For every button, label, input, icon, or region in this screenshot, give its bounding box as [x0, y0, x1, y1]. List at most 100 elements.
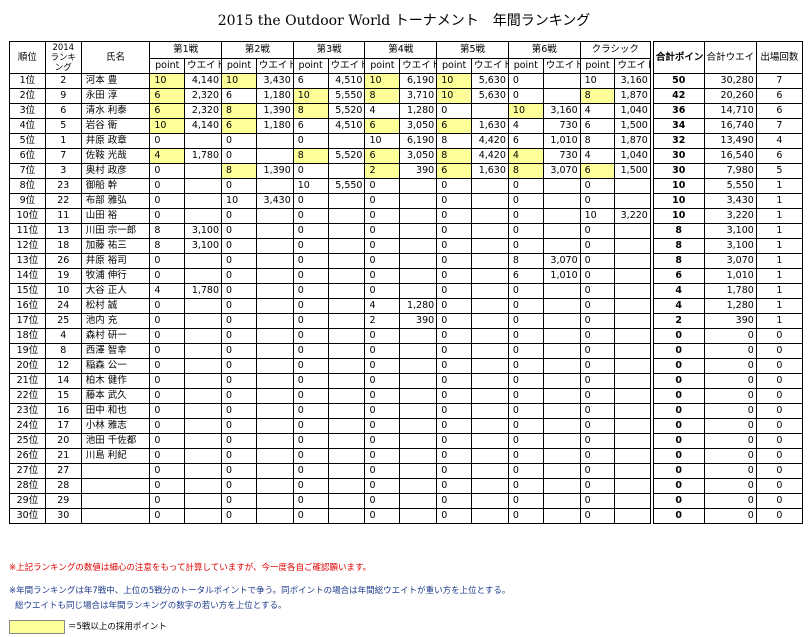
- round-weight-cell: 3,430: [255, 193, 294, 209]
- total-point-cell: 8: [649, 238, 705, 254]
- round-weight-cell: 4,510: [327, 118, 366, 134]
- prev-rank-cell: 2: [44, 73, 82, 89]
- name-cell: 佐鞍 光哉: [80, 148, 151, 164]
- round-point-cell: 0: [292, 478, 329, 494]
- round-point-cell: 0: [292, 433, 329, 449]
- round-point-cell: 0: [292, 253, 329, 269]
- round-weight-cell: 3,100: [184, 223, 223, 239]
- round-weight-cell: [327, 508, 366, 524]
- round-point-cell: 0: [221, 268, 257, 284]
- round-point-cell: 10: [507, 103, 544, 119]
- round-point-cell: 0: [221, 253, 257, 269]
- rank-cell: 30位: [9, 508, 46, 524]
- round-point-cell: 4: [579, 148, 616, 164]
- table-row: 12位 18 加藤 祐三 8 3,100 0 0 0 0 0 0 8 3,100 1: [9, 238, 804, 254]
- rank-cell: 16位: [9, 298, 46, 314]
- round-point-cell: 0: [149, 493, 186, 509]
- round-point-cell: 6: [436, 163, 473, 179]
- prev-rank-cell: 22: [44, 193, 82, 209]
- round-point-cell: 0: [292, 343, 329, 359]
- round-weight-cell: [471, 253, 509, 269]
- table-row: 22位 15 藤本 武久 0 0 0 0 0 0 0 0 0 0: [9, 388, 804, 404]
- round-point-cell: 0: [507, 373, 544, 389]
- total-point-cell: 0: [649, 418, 705, 434]
- count-cell: 0: [755, 433, 804, 449]
- round-point-cell: 8: [292, 103, 329, 119]
- round-weight-cell: [542, 283, 581, 299]
- round-point-cell: 0: [579, 283, 616, 299]
- header-total-point: 合計ポイント: [649, 41, 705, 74]
- round-point-cell: 0: [292, 358, 329, 374]
- round-point-cell: 0: [507, 88, 544, 104]
- round-weight-cell: 5,630: [471, 73, 509, 89]
- round-weight-cell: 3,070: [542, 163, 581, 179]
- round-point-cell: 0: [579, 478, 616, 494]
- total-point-cell: 0: [649, 373, 705, 389]
- round-point-cell: 0: [149, 163, 186, 179]
- round-point-cell: 0: [364, 418, 401, 434]
- table-row: 28位 28 0 0 0 0 0 0 0 0 0 0: [9, 478, 804, 494]
- rank-cell: 18位: [9, 328, 46, 344]
- round-weight-cell: [327, 343, 366, 359]
- round-weight-cell: 1,500: [614, 118, 653, 134]
- round-point-cell: 0: [579, 433, 616, 449]
- total-point-cell: 0: [649, 343, 705, 359]
- round-point-cell: 8: [364, 88, 401, 104]
- table-row: 8位 23 御船 幹 0 0 10 5,550 0 0 0 0 10 5,550 1: [9, 178, 804, 194]
- round-point-cell: 6: [507, 268, 544, 284]
- round-weight-cell: 730: [542, 148, 581, 164]
- round-point-cell: 0: [364, 478, 401, 494]
- rank-cell: 20位: [9, 358, 46, 374]
- total-weight-cell: 7,980: [703, 163, 757, 179]
- rank-cell: 21位: [9, 373, 46, 389]
- round-weight-cell: [614, 433, 653, 449]
- round-weight-cell: [399, 433, 438, 449]
- round-weight-cell: 3,220: [614, 208, 653, 224]
- round-weight-cell: [255, 358, 294, 374]
- round-weight-cell: [327, 313, 366, 329]
- round-weight-cell: [184, 298, 223, 314]
- round-weight-cell: [471, 313, 509, 329]
- count-cell: 1: [755, 193, 804, 209]
- round-weight-cell: [255, 238, 294, 254]
- round-point-cell: 0: [579, 418, 616, 434]
- header-prev-rank: 2014 ランキング: [44, 41, 82, 74]
- round-point-cell: 10: [221, 73, 257, 89]
- round-weight-cell: [542, 388, 581, 404]
- round-point-cell: 0: [364, 358, 401, 374]
- round-point-cell: 0: [364, 373, 401, 389]
- round-point-cell: 0: [221, 133, 257, 149]
- note-tiebreak-rule: 総ウエイトも同じ場合は年間ランキングの数字の若い方を上位とする。: [15, 601, 287, 611]
- count-cell: 0: [755, 508, 804, 524]
- count-cell: 1: [755, 238, 804, 254]
- round-weight-cell: [399, 238, 438, 254]
- name-cell: 河本 豊: [80, 73, 151, 89]
- prev-rank-cell: 29: [44, 493, 82, 509]
- round-weight-cell: [184, 388, 223, 404]
- round-weight-cell: [614, 283, 653, 299]
- round-point-cell: 0: [436, 373, 473, 389]
- prev-rank-cell: 28: [44, 478, 82, 494]
- round-point-cell: 0: [364, 178, 401, 194]
- round-point-cell: 6: [579, 163, 616, 179]
- total-point-cell: 30: [649, 163, 705, 179]
- round-weight-cell: [255, 328, 294, 344]
- round-point-cell: 6: [149, 103, 186, 119]
- round-weight-cell: [614, 418, 653, 434]
- name-cell: 森村 研一: [80, 328, 151, 344]
- total-point-cell: 0: [649, 403, 705, 419]
- round-point-cell: 0: [221, 388, 257, 404]
- rank-cell: 13位: [9, 253, 46, 269]
- round-point-cell: 0: [579, 493, 616, 509]
- total-weight-cell: 0: [703, 448, 757, 464]
- round-weight-cell: [471, 283, 509, 299]
- count-cell: 1: [755, 298, 804, 314]
- round-point-cell: 0: [436, 103, 473, 119]
- round-weight-cell: [255, 388, 294, 404]
- round-weight-cell: [327, 133, 366, 149]
- round-weight-cell: [184, 268, 223, 284]
- round-point-cell: 0: [149, 298, 186, 314]
- round-point-cell: 0: [149, 133, 186, 149]
- round-weight-cell: 3,160: [614, 73, 653, 89]
- page-title: 2015 the Outdoor World トーナメント 年間ランキング: [217, 13, 591, 29]
